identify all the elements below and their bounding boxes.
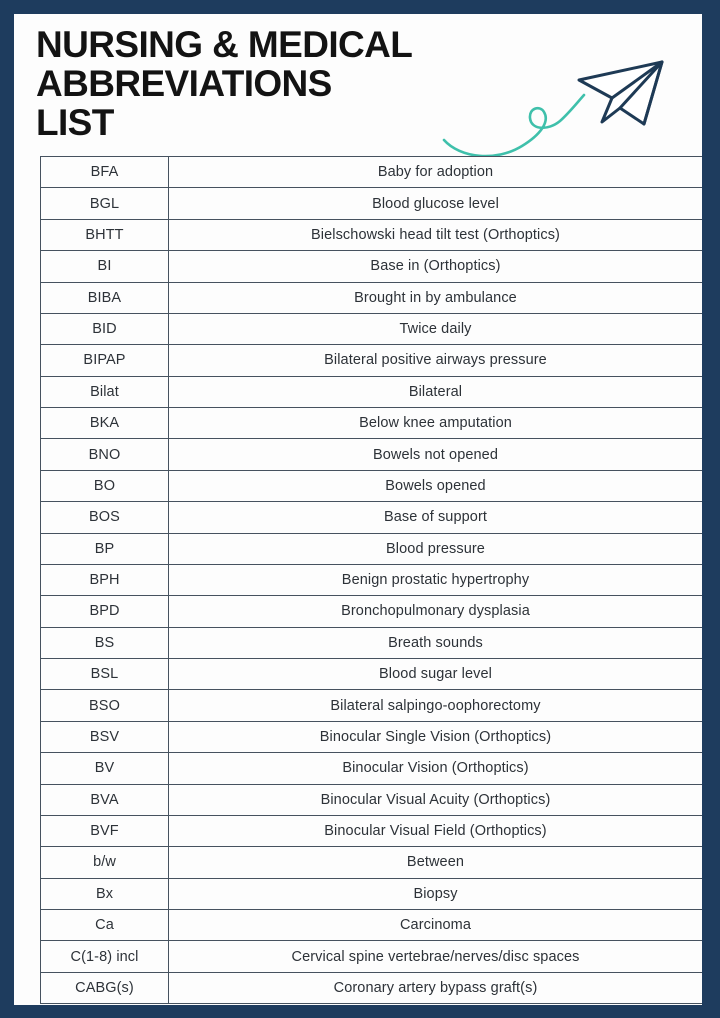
- abbr-cell: BSL: [41, 659, 169, 690]
- table-row: BSO Bilateral salpingo-oophorectomy: [41, 690, 702, 722]
- abbr-cell: BP: [41, 533, 169, 564]
- meaning-cell: Bowels opened: [385, 477, 486, 494]
- table-row: BPH Benign prostatic hypertrophy: [41, 564, 702, 597]
- meaning-cell: Bielschowski head tilt test (Orthoptics): [311, 226, 560, 243]
- meaning-cell: Blood glucose level: [372, 195, 499, 212]
- meaning-cell: Binocular Visual Field (Orthoptics): [324, 823, 547, 840]
- table-row: BGL Blood glucose level: [41, 188, 702, 220]
- meaning-cell: Below knee amputation: [359, 415, 512, 432]
- table-row: BVF Binocular Visual Field (Orthoptics): [41, 815, 702, 848]
- table-row: BPD Bronchopulmonary dysplasia: [41, 596, 702, 628]
- abbr-cell: BGL: [41, 188, 169, 219]
- meaning-cell: Blood pressure: [386, 540, 485, 557]
- table-row: BV Binocular Vision (Orthoptics): [41, 753, 702, 785]
- table-row: BSL Blood sugar level: [41, 659, 702, 691]
- abbr-cell: BO: [41, 470, 169, 502]
- abbr-cell: BNO: [41, 439, 169, 470]
- abbr-cell: BSO: [41, 690, 169, 721]
- abbr-cell: CABG(s): [41, 972, 169, 1004]
- meaning-cell: Bilateral: [408, 383, 463, 400]
- content-sheet: NURSING & MEDICAL ABBREVIATIONS LIST BFA…: [14, 14, 702, 1005]
- abbr-cell: BI: [41, 251, 169, 282]
- meaning-cell: Carcinoma: [399, 917, 471, 934]
- abbr-cell: BHTT: [41, 219, 169, 251]
- page-title-line-3: LIST: [36, 102, 114, 143]
- abbr-cell: BFA: [41, 157, 169, 188]
- meaning-cell: Base in (Orthoptics): [370, 258, 501, 275]
- table-row: BFA Baby for adoption: [41, 157, 702, 189]
- abbr-cell: BSV: [41, 721, 169, 753]
- meaning-cell: Bilateral positive airways pressure: [324, 352, 547, 369]
- table-row: b/w Between: [41, 847, 702, 879]
- abbr-cell: BS: [41, 627, 169, 658]
- table-row: Ca Carcinoma: [41, 910, 702, 942]
- abbr-cell: C(1-8) incl: [41, 941, 169, 972]
- paper-plane-icon: [577, 60, 664, 126]
- meaning-cell: Between: [406, 854, 465, 871]
- teal-swoosh-trail-icon: [442, 93, 586, 157]
- abbr-cell: Bilat: [41, 376, 169, 407]
- abbr-cell: BID: [41, 313, 169, 345]
- abbr-cell: BPD: [41, 596, 169, 627]
- abbreviations-table: BFA Baby for adoption BGL Blood glucose …: [40, 156, 702, 1005]
- table-row: BS Breath sounds: [41, 627, 702, 659]
- table-row: C(1-8) incl Cervical spine vertebrae/ner…: [41, 941, 702, 973]
- abbr-cell: BV: [41, 753, 169, 784]
- abbr-cell: BIPAP: [41, 345, 169, 376]
- abbr-cell: BVA: [41, 784, 169, 815]
- meaning-cell: Bowels not opened: [372, 446, 499, 463]
- abbr-cell: BPH: [41, 564, 169, 596]
- abbr-cell: BIBA: [41, 282, 169, 313]
- meaning-cell: Coronary artery bypass graft(s): [333, 979, 538, 996]
- abbr-cell: BKA: [41, 408, 169, 439]
- meaning-cell: Binocular Visual Acuity (Orthoptics): [320, 791, 551, 808]
- meaning-cell: Biopsy: [413, 885, 458, 902]
- table-row: BNO Bowels not opened: [41, 439, 702, 471]
- table-row: CABG(s) Coronary artery bypass graft(s): [41, 972, 702, 1005]
- meaning-cell: Binocular Vision (Orthoptics): [342, 760, 529, 777]
- table-row: BSV Binocular Single Vision (Orthoptics): [41, 721, 702, 754]
- table-row: BID Twice daily: [41, 313, 702, 346]
- abbr-cell: BOS: [41, 502, 169, 533]
- table-row: BP Blood pressure: [41, 533, 702, 565]
- meaning-cell: Cervical spine vertebrae/nerves/disc spa…: [291, 948, 580, 965]
- page-title-line-1: NURSING & MEDICAL: [36, 24, 413, 65]
- meaning-cell: Brought in by ambulance: [354, 289, 517, 306]
- page-title: NURSING & MEDICAL ABBREVIATIONS LIST: [36, 25, 466, 142]
- table-row: Bx Biopsy: [41, 878, 702, 910]
- abbr-cell: b/w: [41, 847, 169, 878]
- meaning-cell: Base of support: [383, 509, 488, 526]
- table-row: BIBA Brought in by ambulance: [41, 282, 702, 314]
- table-row: BIPAP Bilateral positive airways pressur…: [41, 345, 702, 377]
- meaning-cell: Twice daily: [399, 321, 472, 338]
- abbr-cell: Bx: [41, 878, 169, 909]
- table-row: BOS Base of support: [41, 502, 702, 534]
- meaning-cell: Bilateral salpingo-oophorectomy: [330, 697, 541, 714]
- table-row: BVA Binocular Visual Acuity (Orthoptics): [41, 784, 702, 816]
- table-row: BO Bowels opened: [41, 470, 702, 503]
- meaning-cell: Bronchopulmonary dysplasia: [341, 603, 530, 620]
- page-title-line-2: ABBREVIATIONS: [36, 63, 332, 104]
- meaning-cell: Binocular Single Vision (Orthoptics): [319, 728, 552, 745]
- table-row: BHTT Bielschowski head tilt test (Orthop…: [41, 219, 702, 252]
- meaning-cell: Breath sounds: [388, 634, 483, 651]
- table-row: Bilat Bilateral: [41, 376, 702, 408]
- meaning-cell: Benign prostatic hypertrophy: [341, 572, 530, 589]
- abbr-cell: BVF: [41, 815, 169, 847]
- table-row: BI Base in (Orthoptics): [41, 251, 702, 283]
- meaning-cell: Blood sugar level: [379, 666, 492, 683]
- abbr-cell: Ca: [41, 910, 169, 941]
- table-row: BKA Below knee amputation: [41, 408, 702, 440]
- meaning-cell: Baby for adoption: [377, 164, 494, 181]
- header-doodle: [442, 60, 664, 157]
